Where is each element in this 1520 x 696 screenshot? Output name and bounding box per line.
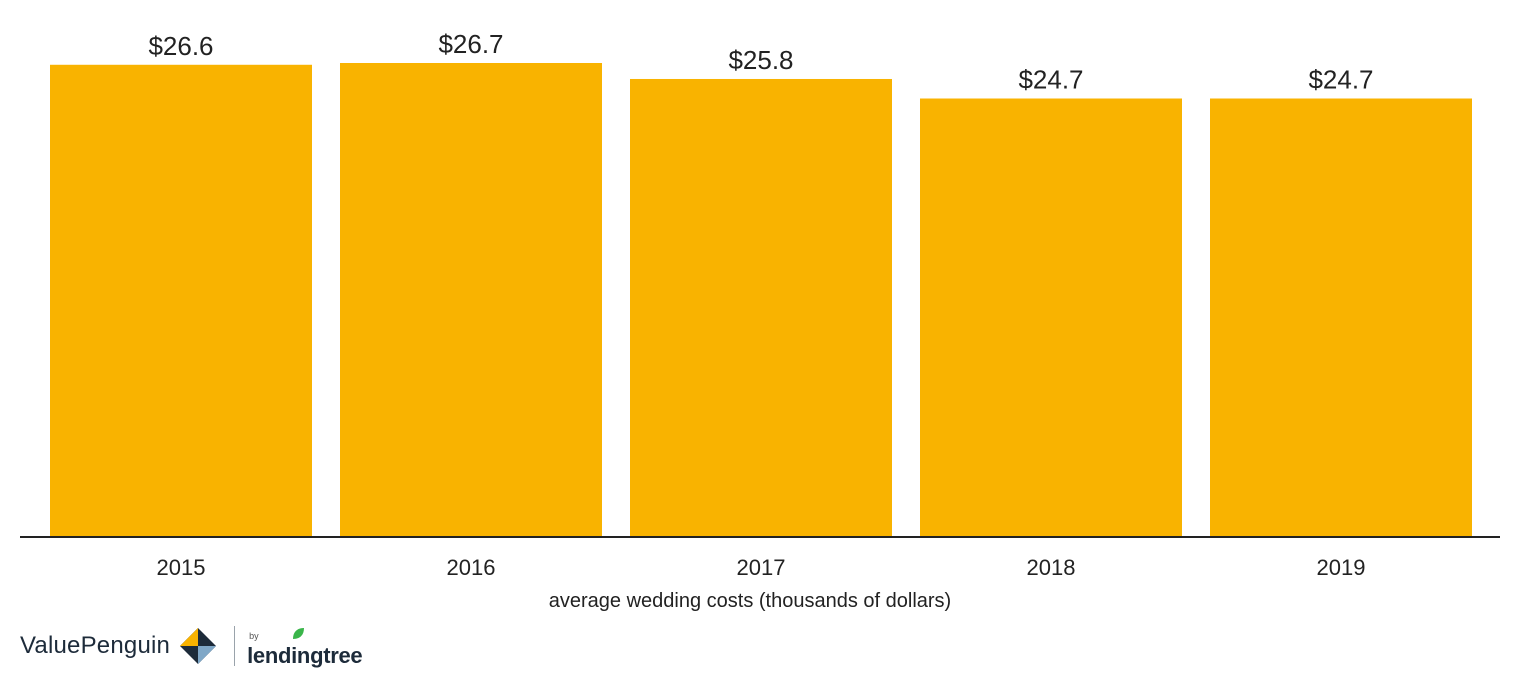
x-tick-label-2019: 2019: [1317, 555, 1366, 580]
valuepenguin-wordmark: ValuePenguin: [20, 632, 171, 659]
bar-2015: [50, 64, 312, 538]
value-label-2017: $25.8: [728, 45, 793, 75]
x-axis-title: average wedding costs (thousands of doll…: [548, 590, 952, 612]
value-labels-group: $26.6 $26.7 $25.8 $24.7 $24.7: [148, 29, 1373, 95]
x-tick-labels-group: 2015 2016 2017 2018 2019: [157, 555, 1366, 580]
x-tick-label-2016: 2016: [447, 555, 496, 580]
value-label-2018: $24.7: [1018, 65, 1083, 95]
brand-footer: ValuePenguin by lendingtree: [20, 624, 363, 668]
bar-chart: $26.6 $26.7$25.8$24.7 $24.7 2015 2016 2017 20…: [20, 29, 1500, 580]
value-label-2019: $24.7: [1308, 65, 1373, 95]
x-tick-label-2015: 2015: [157, 555, 206, 580]
bar-2016: [340, 63, 602, 537]
lendingtree-wordmark: lendingtree: [247, 643, 363, 668]
bar-2018: [920, 98, 1182, 537]
bars-group: [50, 63, 1472, 538]
leaf-icon: [293, 628, 305, 639]
x-tick-label-2018: 2018: [1027, 555, 1076, 580]
x-tick-label-2017: 2017: [737, 555, 786, 580]
valuepenguin-logo-icon: [180, 628, 217, 664]
by-label: by: [249, 631, 259, 641]
value-label-2015: $26.6: [148, 31, 213, 61]
lendingtree-logo: by lendingtree: [247, 625, 363, 668]
bar-2019: [1210, 98, 1472, 537]
bar-2017: [630, 78, 892, 537]
brand-divider: [234, 626, 236, 666]
value-label-2016: $26.7: [438, 29, 503, 59]
